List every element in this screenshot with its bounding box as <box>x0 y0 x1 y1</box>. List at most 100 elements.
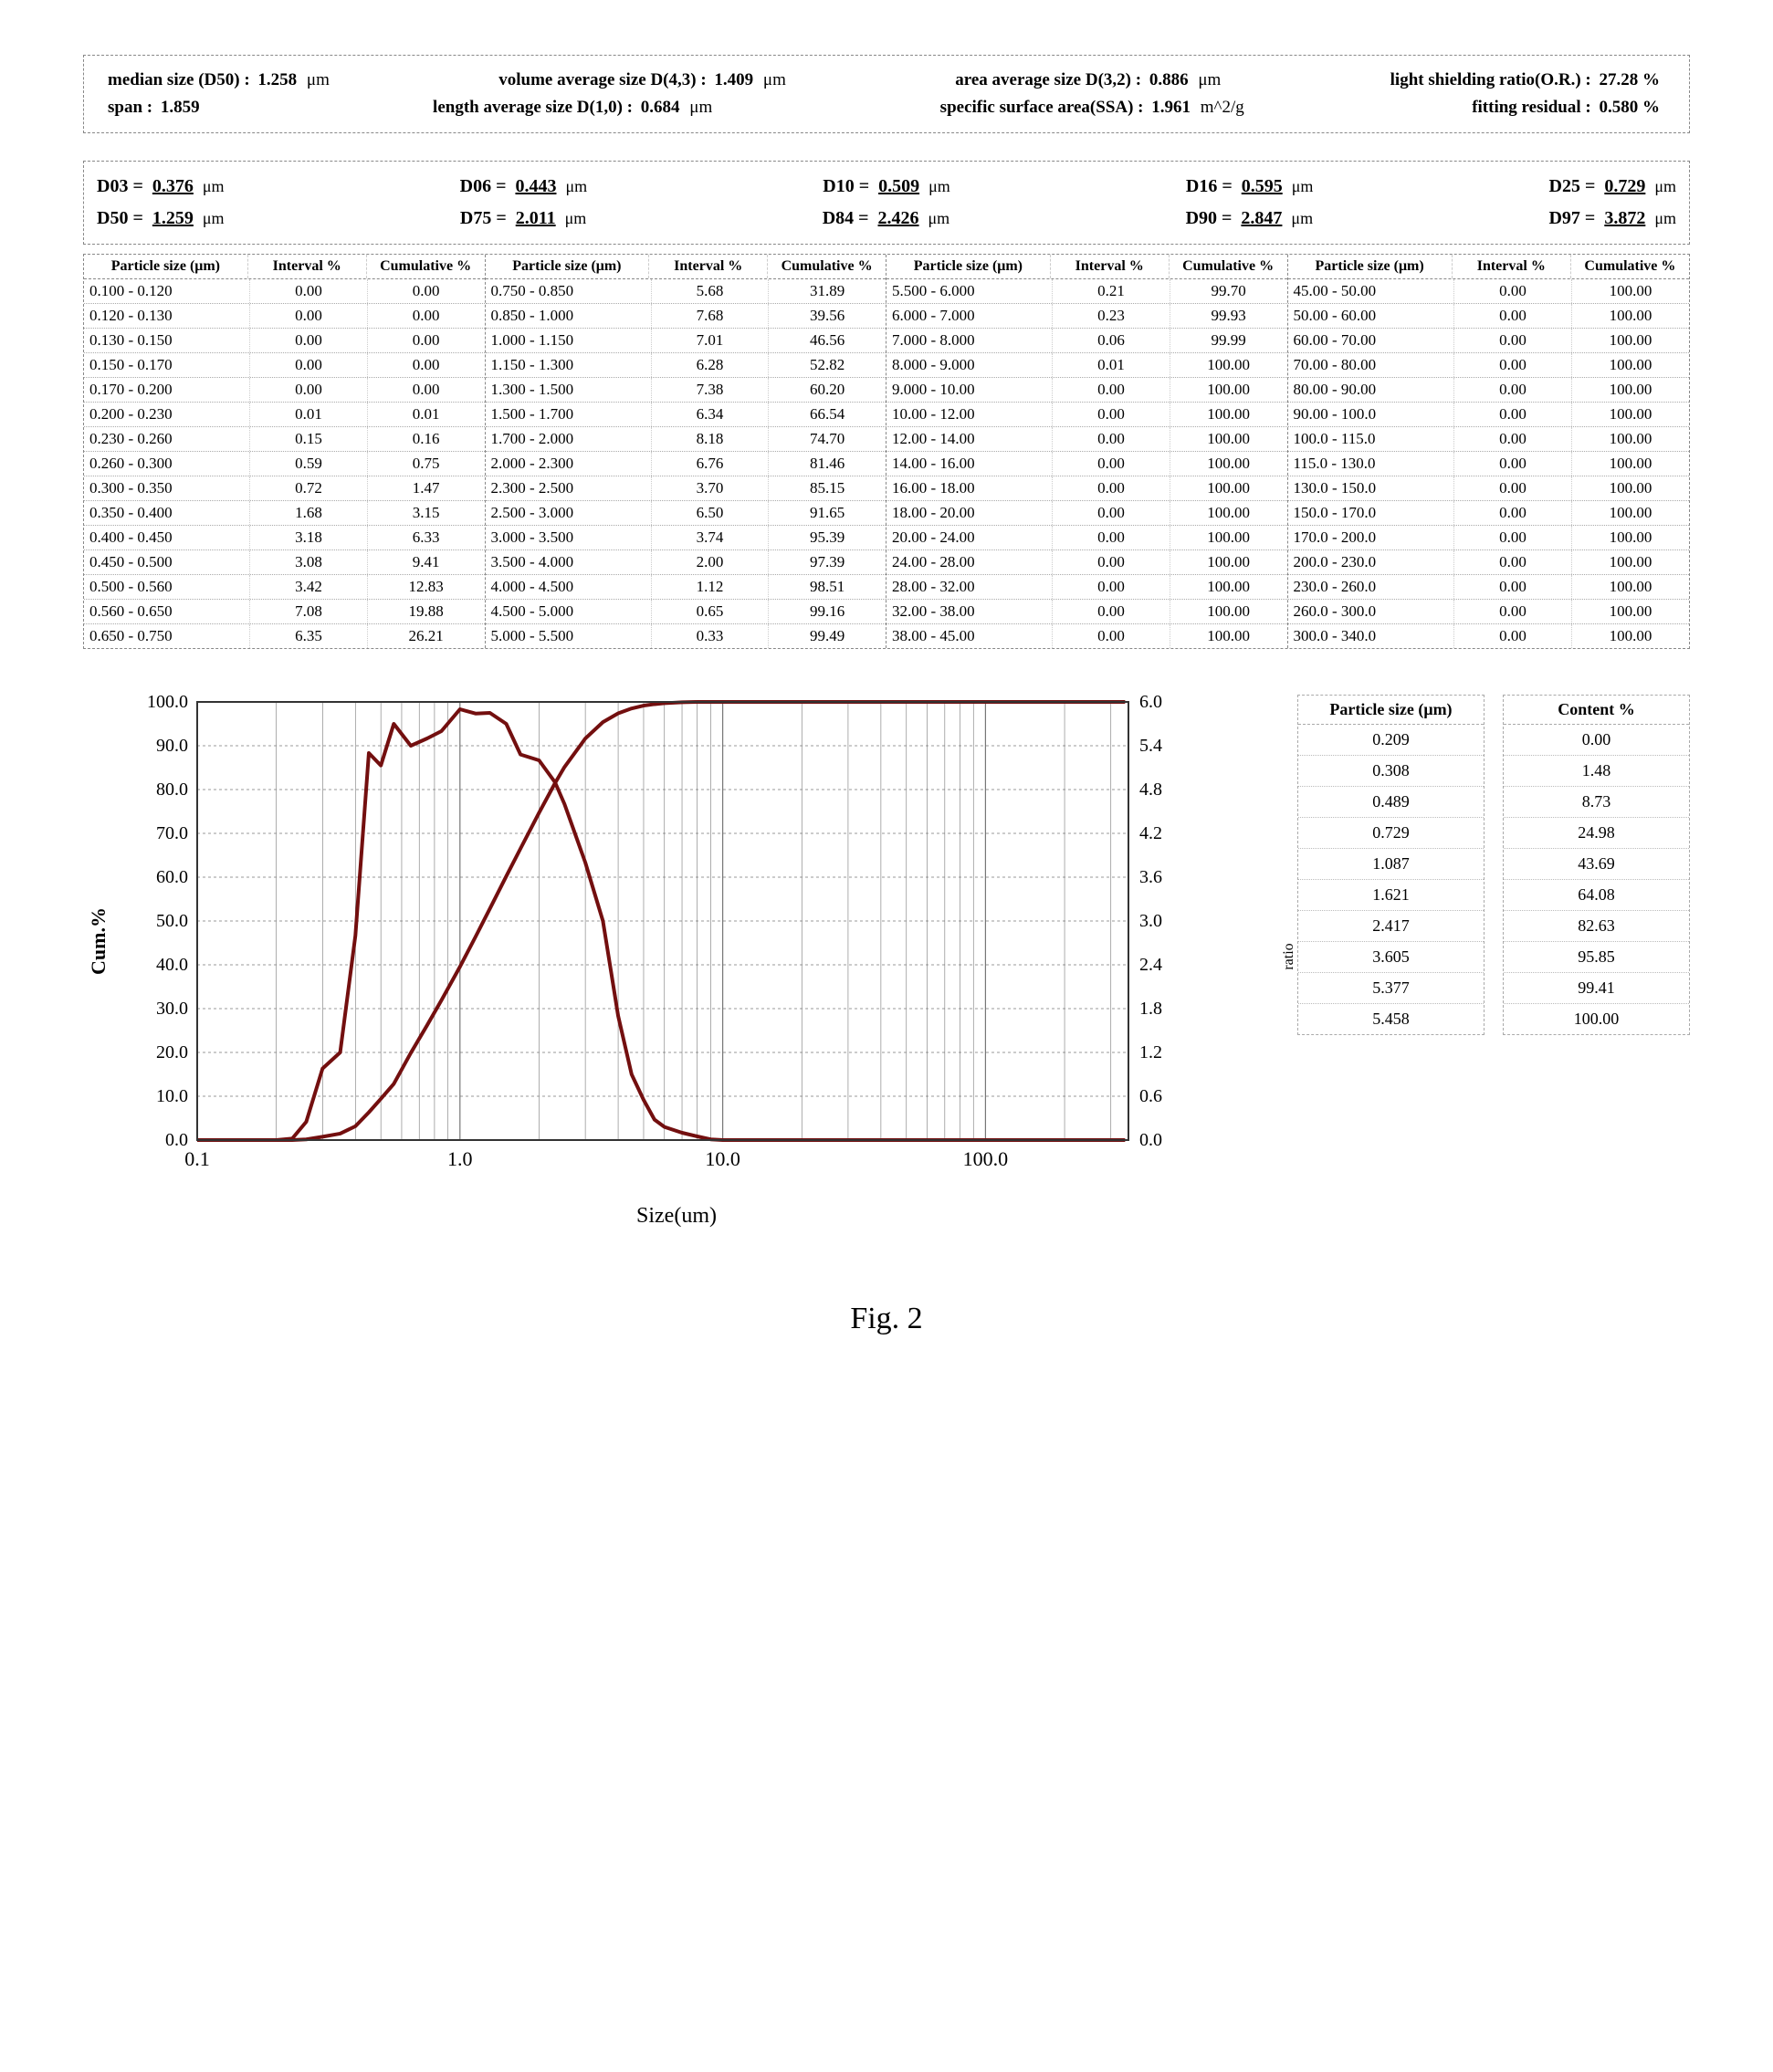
table-cell: 38.00 - 45.00 <box>886 624 1053 648</box>
side-cell: 95.85 <box>1504 942 1689 973</box>
table-row: 2.300 - 2.5003.7085.15 <box>486 476 886 501</box>
table-cell: 0.00 <box>1454 279 1572 303</box>
table-row: 115.0 - 130.00.00100.00 <box>1288 452 1690 476</box>
dvalues-block: D03 =0.376μmD06 =0.443μmD10 =0.509μmD16 … <box>83 161 1690 245</box>
table-cell: 19.88 <box>368 600 485 623</box>
side-cell: 0.00 <box>1504 725 1689 756</box>
dvalue-item: D97 =3.872μm <box>1548 208 1676 229</box>
table-cell: 0.150 - 0.170 <box>84 353 250 377</box>
table-row: 0.300 - 0.3500.721.47 <box>84 476 485 501</box>
table-cell: 0.00 <box>368 329 485 352</box>
table-row: 7.000 - 8.0000.0699.99 <box>886 329 1287 353</box>
table-row: 4.500 - 5.0000.6599.16 <box>486 600 886 624</box>
table-cell: 0.21 <box>1053 279 1170 303</box>
table-cell: 0.72 <box>250 476 368 500</box>
side-cell: 99.41 <box>1504 973 1689 1004</box>
table-cell: 200.0 - 230.0 <box>1288 550 1455 574</box>
table-cell: 98.51 <box>769 575 886 599</box>
table-cell: 0.00 <box>1053 427 1170 451</box>
table-cell: 0.00 <box>250 378 368 402</box>
svg-text:0.1: 0.1 <box>184 1147 210 1170</box>
table-cell: 8.18 <box>652 427 770 451</box>
side-cell: 24.98 <box>1504 818 1689 849</box>
side-cell: 64.08 <box>1504 880 1689 911</box>
table-row: 5.500 - 6.0000.2199.70 <box>886 279 1287 304</box>
table-cell: 99.16 <box>769 600 886 623</box>
figure-caption: Fig. 2 <box>83 1302 1690 1336</box>
table-row: 8.000 - 9.0000.01100.00 <box>886 353 1287 378</box>
side-cell: 0.209 <box>1298 725 1484 756</box>
table-cell: 100.00 <box>1572 427 1689 451</box>
side-cell: 5.377 <box>1298 973 1484 1004</box>
table-row: 70.00 - 80.000.00100.00 <box>1288 353 1690 378</box>
table-cell: 100.00 <box>1170 427 1287 451</box>
table-cell: 0.00 <box>250 304 368 328</box>
table-cell: 12.00 - 14.00 <box>886 427 1053 451</box>
svg-text:1.8: 1.8 <box>1139 999 1162 1019</box>
table-cell: 0.06 <box>1053 329 1170 352</box>
table-cell: 0.00 <box>1454 378 1572 402</box>
table-row: 0.150 - 0.1700.000.00 <box>84 353 485 378</box>
table-cell: 0.260 - 0.300 <box>84 452 250 476</box>
panel-header: Particle size (μm)Interval %Cumulative % <box>486 255 886 279</box>
table-cell: 0.00 <box>1053 378 1170 402</box>
side-cell: 0.308 <box>1298 756 1484 787</box>
table-cell: 0.00 <box>1053 403 1170 426</box>
table-cell: 0.500 - 0.560 <box>84 575 250 599</box>
table-cell: 3.08 <box>250 550 368 574</box>
dvalue-item: D90 =2.847μm <box>1186 208 1314 229</box>
yaxis-left-label: Cum.% <box>83 685 110 1197</box>
side-col-particle: Particle size (μm) 0.2090.3080.4890.7291… <box>1297 695 1484 1036</box>
table-cell: 6.33 <box>368 526 485 549</box>
column-header: Cumulative % <box>367 255 485 278</box>
table-cell: 3.500 - 4.000 <box>486 550 652 574</box>
table-cell: 9.000 - 10.00 <box>886 378 1053 402</box>
table-cell: 39.56 <box>769 304 886 328</box>
table-row: 6.000 - 7.0000.2399.93 <box>886 304 1287 329</box>
side-cell: 1.48 <box>1504 756 1689 787</box>
dvalue-item: D75 =2.011μm <box>460 208 586 229</box>
table-cell: 6.35 <box>250 624 368 648</box>
table-cell: 100.00 <box>1170 624 1287 648</box>
dvalue-item: D84 =2.426μm <box>823 208 950 229</box>
table-cell: 150.0 - 170.0 <box>1288 501 1455 525</box>
table-cell: 100.00 <box>1170 575 1287 599</box>
table-cell: 1.68 <box>250 501 368 525</box>
side-cell: 0.489 <box>1298 787 1484 818</box>
column-header: Interval % <box>1453 255 1571 278</box>
table-cell: 6.28 <box>652 353 770 377</box>
panel-header: Particle size (μm)Interval %Cumulative % <box>84 255 485 279</box>
table-cell: 0.00 <box>1053 550 1170 574</box>
svg-text:10.0: 10.0 <box>705 1147 740 1170</box>
side-cell: 3.605 <box>1298 942 1484 973</box>
table-cell: 0.300 - 0.350 <box>84 476 250 500</box>
table-cell: 170.0 - 200.0 <box>1288 526 1455 549</box>
summary-row: span : 1.859 length average size D(1,0) … <box>100 94 1673 121</box>
table-row: 0.400 - 0.4503.186.33 <box>84 526 485 550</box>
table-cell: 95.39 <box>769 526 886 549</box>
svg-text:20.0: 20.0 <box>156 1042 188 1062</box>
table-cell: 130.0 - 150.0 <box>1288 476 1455 500</box>
table-row: 0.100 - 0.1200.000.00 <box>84 279 485 304</box>
svg-text:10.0: 10.0 <box>156 1086 188 1106</box>
chart-box: Cum.% 0.010.020.030.040.050.060.070.080.… <box>83 685 1270 1229</box>
table-cell: 0.750 - 0.850 <box>486 279 652 303</box>
table-cell: 91.65 <box>769 501 886 525</box>
table-row: 4.000 - 4.5001.1298.51 <box>486 575 886 600</box>
table-cell: 6.000 - 7.000 <box>886 304 1053 328</box>
table-row: 170.0 - 200.00.00100.00 <box>1288 526 1690 550</box>
table-cell: 100.00 <box>1170 526 1287 549</box>
table-cell: 3.000 - 3.500 <box>486 526 652 549</box>
side-head: Particle size (μm) <box>1298 696 1484 726</box>
table-cell: 100.00 <box>1572 452 1689 476</box>
table-cell: 115.0 - 130.0 <box>1288 452 1455 476</box>
table-cell: 0.00 <box>1053 575 1170 599</box>
column-header: Cumulative % <box>768 255 886 278</box>
page-wrap: median size (D50) : 1.258 μmvolume avera… <box>83 55 1690 1336</box>
svg-text:1.2: 1.2 <box>1139 1042 1162 1062</box>
table-cell: 0.75 <box>368 452 485 476</box>
table-cell: 100.0 - 115.0 <box>1288 427 1455 451</box>
table-cell: 100.00 <box>1572 279 1689 303</box>
table-row: 300.0 - 340.00.00100.00 <box>1288 624 1690 648</box>
summary-item: specific surface area(SSA) : 1.961 m^2/g <box>933 98 1252 118</box>
